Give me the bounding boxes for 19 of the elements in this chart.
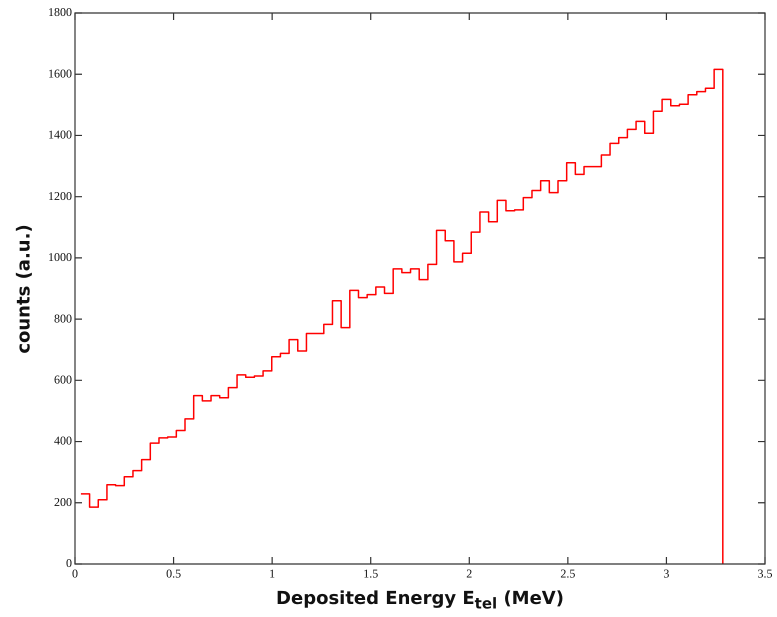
y-tick-label: 1600 [48, 66, 72, 80]
x-axis-title: Deposited Energy E$_{tel}$ (MeV) [275, 588, 565, 613]
y-tick-label: 1200 [48, 188, 72, 203]
x-tick-label: 2.5 [560, 566, 576, 580]
y-tick-label: 1000 [48, 250, 72, 264]
y-tick-label: 0 [66, 556, 72, 570]
x-tick-label: 0.5 [166, 566, 182, 580]
y-tick-label: 600 [54, 372, 72, 386]
y-tick-label: 1800 [48, 5, 72, 20]
y-tick-label: 400 [54, 434, 72, 448]
x-tick-label: 2 [466, 566, 472, 580]
y-tick-label: 800 [54, 311, 72, 326]
y-tick-label: 1400 [48, 128, 72, 142]
x-tick-label: 1.5 [363, 566, 378, 580]
x-tick-label: 3.5 [758, 566, 772, 580]
x-tick-label: 1 [269, 566, 276, 580]
y-tick-label: 200 [54, 494, 72, 509]
y-axis-title: counts (a.u.) [14, 224, 34, 354]
x-tick-label: 3 [663, 566, 670, 580]
